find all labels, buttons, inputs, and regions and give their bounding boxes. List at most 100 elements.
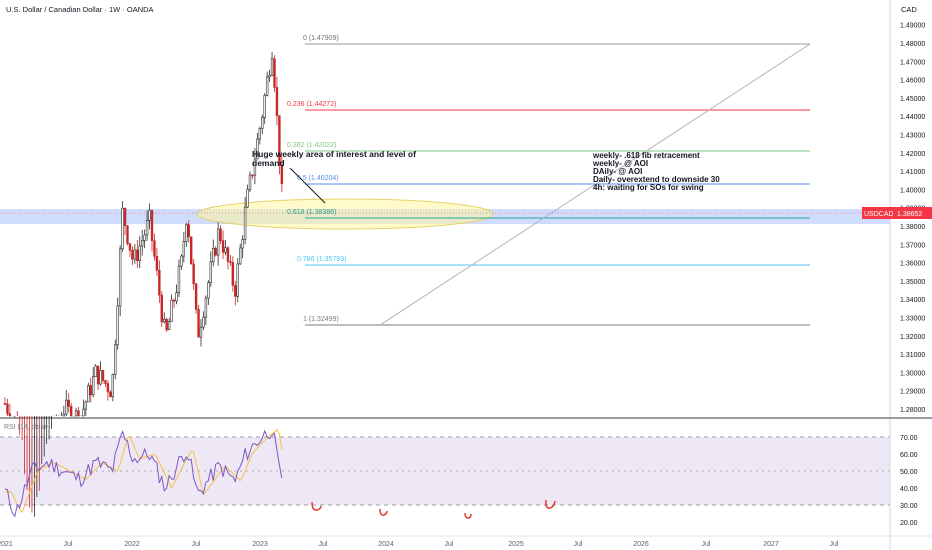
time-tick-label: 2027 (763, 541, 779, 548)
candle-body (212, 248, 215, 263)
price-tick-label: 1.45000 (900, 96, 925, 103)
rsi-series (4, 428, 283, 518)
candle-body (145, 220, 149, 236)
time-axis[interactable]: 2021 Jul 2022 Jul 2023 Jul 2024 Jul 2025 Jul 2026 J… (0, 541, 839, 548)
candle-body (84, 401, 88, 410)
price-tick-label: 1.35000 (900, 279, 925, 286)
candle-body (280, 164, 284, 185)
candle-body (3, 403, 7, 405)
candle-body (67, 399, 70, 407)
zone-note-line-2: demand (252, 158, 285, 168)
candle-body (153, 240, 156, 257)
price-tick-label: 1.31000 (900, 352, 925, 359)
candle-body (155, 256, 159, 271)
candle-body (136, 249, 139, 262)
candle-body (216, 228, 220, 256)
candle-body (138, 245, 141, 262)
price-tick-label: 1.32000 (900, 334, 925, 341)
candle-body (226, 247, 230, 262)
symbol-tag[interactable] (862, 207, 893, 219)
fib-label-0786: 0.786 (1.35793) (297, 256, 346, 263)
price-tick-label: 1.44000 (900, 114, 925, 121)
zone-note-line-1: Huge weekly area of interest and level o… (252, 149, 416, 159)
candle-body (82, 408, 85, 417)
price-axis[interactable]: 1.49000 1.48000 1.47000 1.46000 1.45000 1.440… (900, 23, 925, 414)
candle-body (207, 282, 210, 299)
candle-body (128, 243, 132, 251)
candle-body (270, 58, 274, 76)
time-tick-label: Jul (64, 541, 73, 548)
candle-body (234, 285, 237, 297)
candle-body (141, 240, 144, 247)
candle-body (231, 262, 235, 286)
candle-body (163, 319, 166, 323)
price-tag-label: 1.38652 (897, 211, 922, 218)
analysis-line: weekly- .618 fib retracement (592, 151, 700, 160)
candle-body (224, 247, 227, 253)
price-tick-label: 1.47000 (900, 59, 925, 66)
price-tick-label: 1.37000 (900, 242, 925, 249)
candle-body (229, 261, 232, 263)
candle-body (104, 380, 107, 384)
candle-body (111, 374, 115, 398)
candle-body (175, 292, 178, 302)
demand-ellipse[interactable] (196, 198, 494, 230)
candle-body (265, 76, 269, 96)
price-tick-label: 1.28000 (900, 407, 925, 414)
fib-label-05: 0.5 (1.40204) (297, 175, 339, 182)
candle-body (96, 365, 100, 385)
candle-body (194, 283, 198, 310)
candle-body (126, 225, 129, 244)
candle-body (143, 234, 146, 241)
candle-body (261, 117, 264, 129)
candle-body (275, 87, 279, 116)
candle-body (239, 247, 242, 265)
symbol-title[interactable]: U.S. Dollar / Canadian Dollar · 1W · OAN… (6, 5, 154, 14)
zone-note[interactable]: Huge weekly area of interest and level o… (252, 149, 416, 168)
rsi-title[interactable]: RSI (14, close) (4, 424, 50, 431)
time-tick-label: 2022 (124, 541, 140, 548)
candle-body (243, 206, 247, 240)
candle-body (246, 189, 249, 208)
rsi-axis: 70.00 60.00 50.00 40.00 30.00 20.00 (900, 435, 918, 527)
candle-body (114, 344, 117, 375)
currency-label[interactable]: CAD (901, 5, 917, 14)
candle-body (236, 263, 239, 297)
candle-body (77, 410, 80, 417)
fib-retracement[interactable]: 0 (1.47909) 0.236 (1.44272) 0.382 (1.420… (287, 35, 811, 326)
candle-body (192, 263, 195, 285)
candle-body (273, 58, 276, 88)
fib-label-0382: 0.382 (1.42022) (287, 142, 336, 149)
candle-body (65, 399, 68, 415)
candle-body (182, 241, 186, 257)
candle-body (214, 248, 217, 256)
candle-body (177, 265, 181, 293)
price-tick-label: 1.48000 (900, 41, 925, 48)
price-tick-label: 1.34000 (900, 297, 925, 304)
candle-body (87, 385, 90, 403)
candle-body (118, 248, 122, 307)
fib-trendline (379, 43, 811, 326)
analysis-line: Daily- overextend to downside 30 (593, 175, 720, 184)
price-tag[interactable] (893, 207, 932, 219)
rsi-tick-label: 50.00 (900, 469, 918, 476)
candle-body (209, 261, 212, 283)
candle-body (158, 269, 161, 296)
price-tick-label: 1.42000 (900, 151, 925, 158)
candle-body (263, 95, 266, 118)
fib-label-0: 0 (1.47909) (303, 35, 339, 42)
candle-body (101, 370, 105, 381)
time-tick-label: Jul (319, 541, 328, 548)
fib-label-0236: 0.236 (1.44272) (287, 101, 336, 108)
oversold-mark-3 (464, 512, 472, 519)
candle-body (92, 376, 95, 396)
analysis-line: 4h: waiting for SOs for swing (593, 183, 704, 192)
candle-body (6, 403, 9, 415)
fib-label-0618: 0.618 (1.38386) (287, 209, 336, 216)
candle-body (131, 250, 134, 260)
rsi-line (4, 429, 283, 518)
candle-body (123, 207, 127, 227)
candle-body (121, 207, 124, 250)
candle-body (268, 74, 271, 78)
